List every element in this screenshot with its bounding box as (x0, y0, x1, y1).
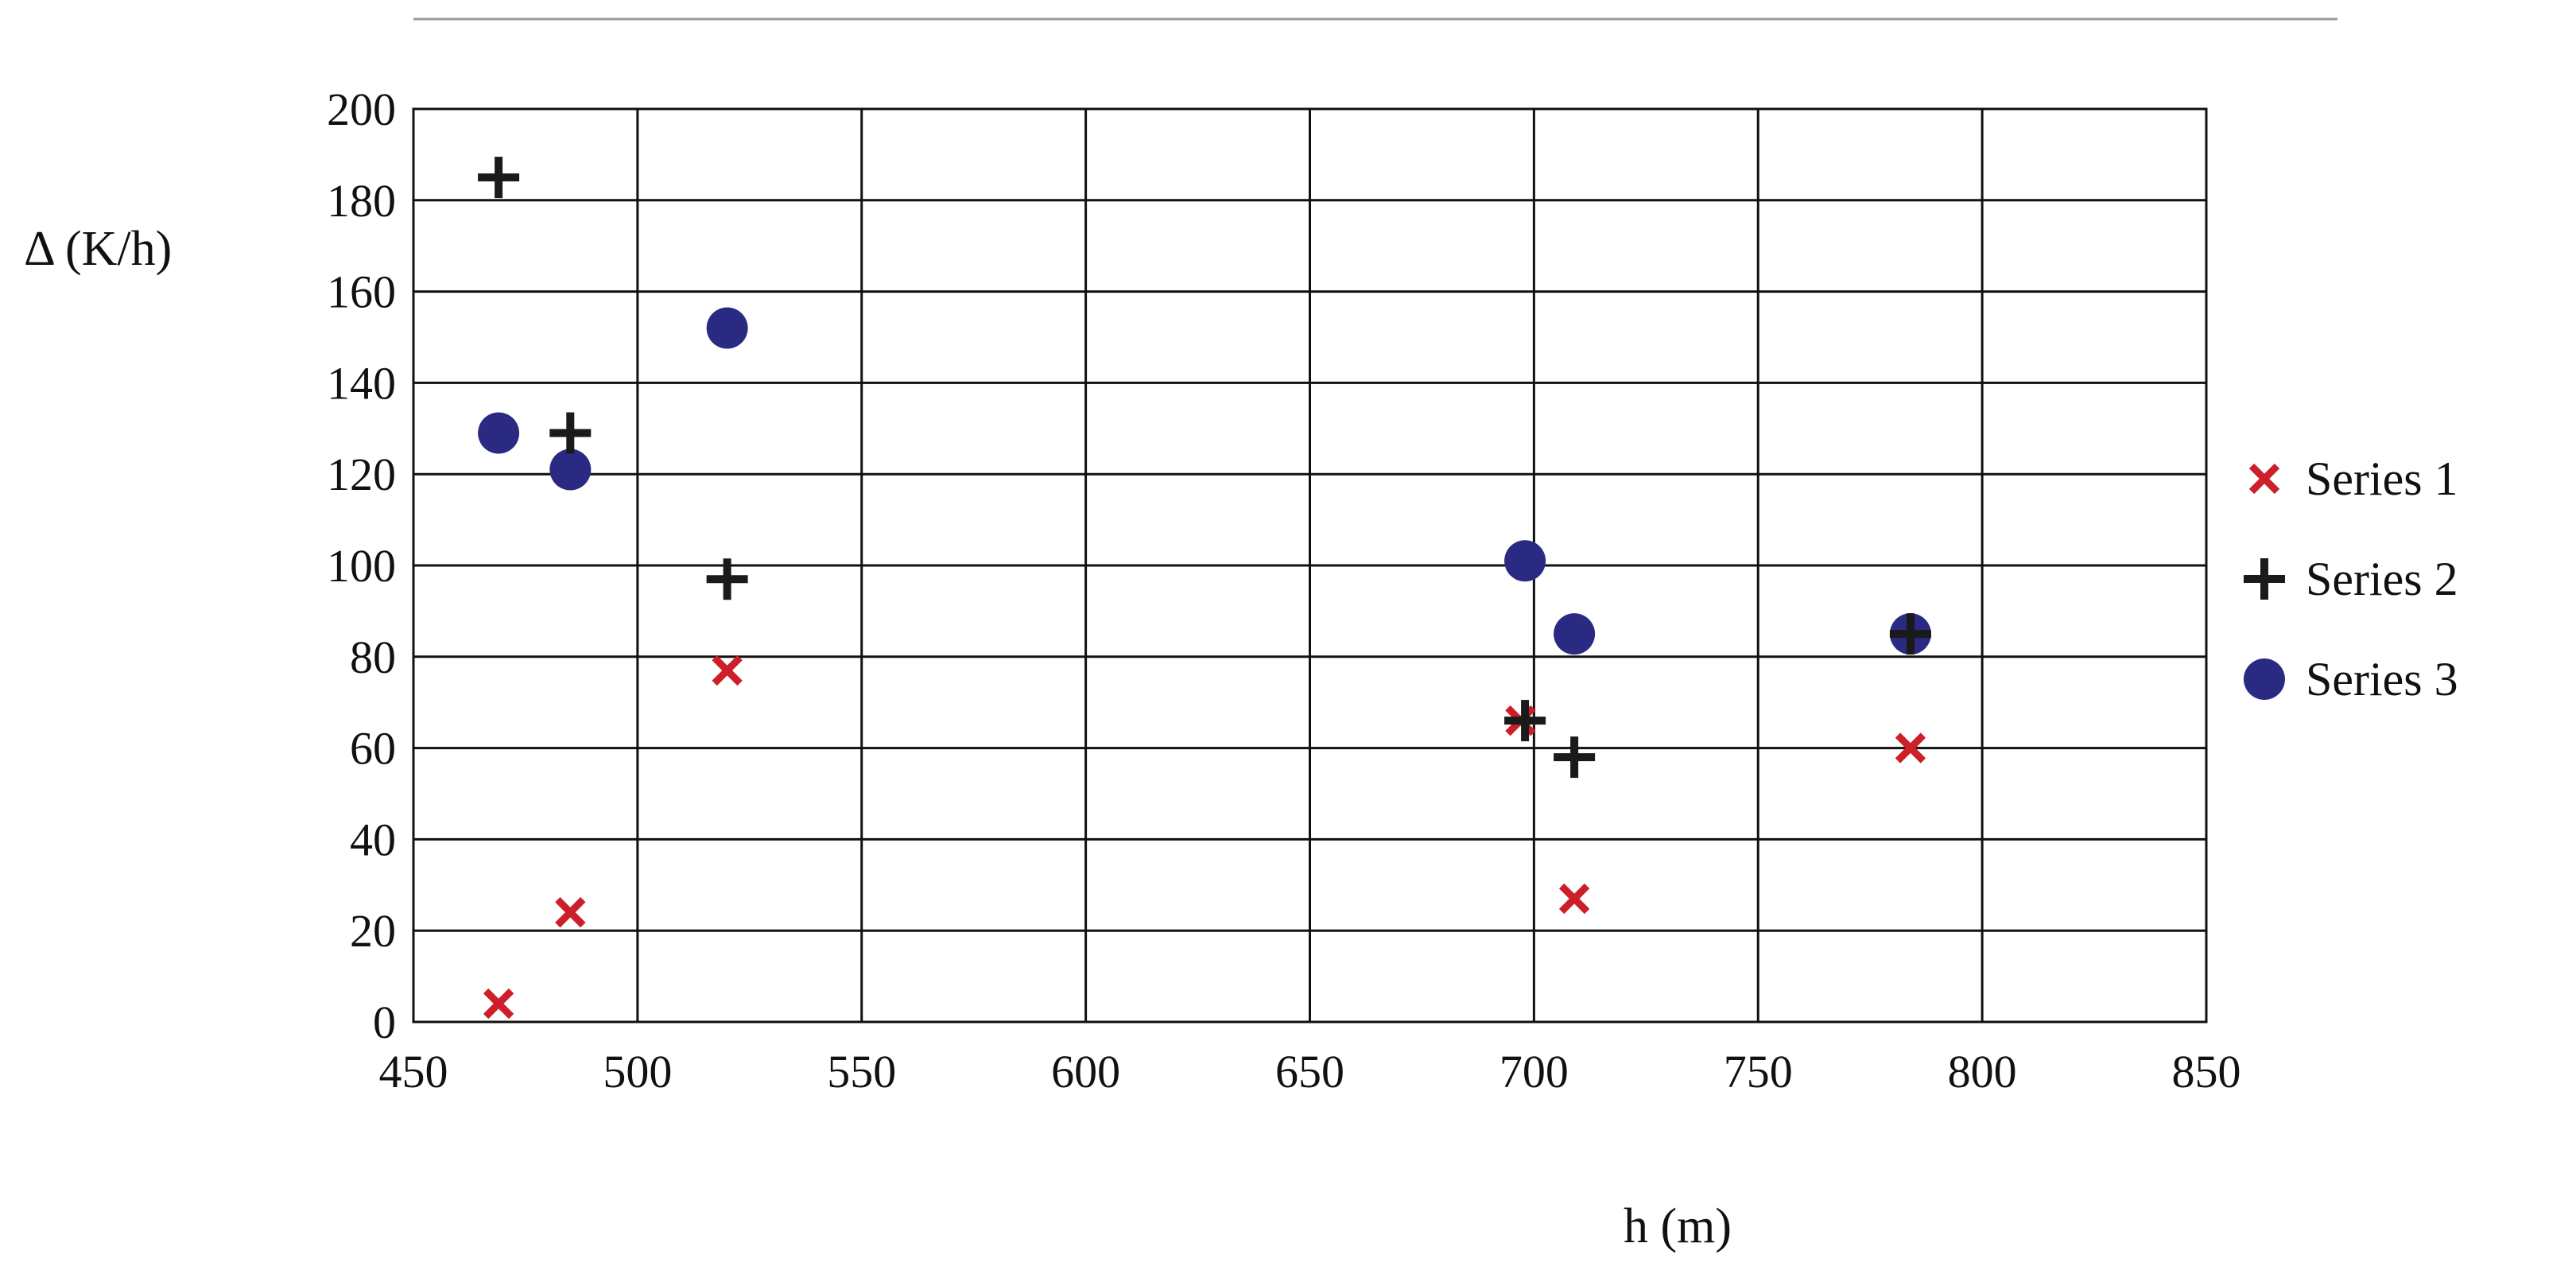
x-tick-label: 450 (379, 1046, 448, 1097)
data-point (1554, 613, 1596, 655)
marker-stroke (1895, 732, 1926, 763)
y-tick-label: 0 (373, 996, 396, 1048)
x-axis-label: h (m) (1624, 1199, 1732, 1253)
marker-stroke (712, 655, 743, 686)
data-point (706, 307, 748, 349)
legend: Series 1 Series 2 Series 3 (2244, 453, 2458, 705)
x-tick-label: 800 (1948, 1046, 2017, 1097)
y-tick-labels: 0 20 40 60 80 100 120 140 160 180 200 (327, 84, 396, 1048)
data-point (549, 449, 592, 491)
data-point (1504, 700, 1546, 742)
data-point (1554, 736, 1596, 779)
data-series (478, 157, 1931, 1020)
y-axis-label: Δ (K/h) (24, 222, 172, 276)
y-tick-label: 60 (350, 723, 396, 775)
legend-label: Series 2 (2306, 553, 2458, 605)
y-tick-label: 20 (350, 905, 396, 957)
data-point (1504, 540, 1546, 582)
y-tick-label: 160 (327, 266, 396, 318)
legend-marker (2248, 463, 2280, 495)
data-point (1558, 883, 1590, 915)
data-point (549, 412, 592, 454)
y-tick-label: 200 (327, 84, 396, 135)
legend-marker (2244, 558, 2285, 600)
data-point (1895, 732, 1926, 763)
data-point (478, 412, 520, 454)
data-point (712, 655, 743, 686)
data-point (483, 988, 514, 1020)
x-tick-label: 850 (2172, 1046, 2241, 1097)
x-tick-label: 500 (603, 1046, 672, 1097)
marker-stroke (483, 988, 514, 1020)
legend-item: Series 3 (2244, 653, 2458, 705)
y-tick-label: 100 (327, 540, 396, 592)
series-2 (478, 157, 1931, 779)
data-point (478, 157, 520, 199)
gridlines (412, 107, 2208, 1024)
marker-stroke (555, 897, 586, 928)
series-3 (478, 307, 1931, 655)
marker-stroke (2248, 463, 2280, 495)
y-tick-label: 80 (350, 631, 396, 683)
y-tick-label: 140 (327, 357, 396, 409)
data-point (555, 897, 586, 928)
x-tick-label: 550 (827, 1046, 896, 1097)
legend-item: Series 2 (2244, 553, 2458, 605)
data-point (1889, 613, 1931, 655)
y-tick-label: 180 (327, 175, 396, 227)
data-point (706, 558, 748, 600)
x-tick-label: 700 (1499, 1046, 1569, 1097)
x-tick-label: 650 (1275, 1046, 1344, 1097)
legend-label: Series 3 (2306, 653, 2458, 705)
marker-stroke (1558, 883, 1590, 915)
x-tick-label: 600 (1051, 1046, 1120, 1097)
legend-marker (2244, 658, 2285, 700)
x-tick-labels: 450 500 550 600 650 700 750 800 850 (379, 1046, 2241, 1097)
legend-item: Series 1 (2248, 453, 2458, 505)
legend-label: Series 1 (2306, 453, 2458, 505)
y-tick-label: 120 (327, 449, 396, 500)
series-1 (483, 655, 1926, 1020)
y-tick-label: 40 (350, 814, 396, 865)
x-tick-label: 750 (1724, 1046, 1793, 1097)
